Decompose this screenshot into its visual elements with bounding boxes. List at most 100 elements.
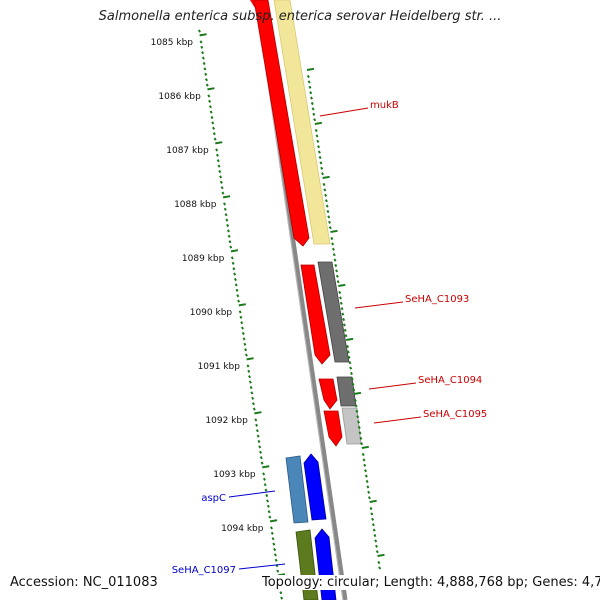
ruler-outer-tick xyxy=(332,253,336,257)
ruler-outer-tick xyxy=(312,112,316,116)
ruler-label: 1086 kbp xyxy=(158,92,201,102)
gene-label[interactable]: SeHA_C1097 xyxy=(172,565,236,576)
gene-label-leader xyxy=(319,107,369,117)
ruler-outer-tick xyxy=(330,229,338,233)
ruler-outer-tick xyxy=(348,361,352,365)
ruler-outer-tick xyxy=(339,296,342,300)
gene-features xyxy=(250,0,362,600)
ruler-tick xyxy=(205,83,209,87)
ruler-outer-tick xyxy=(365,479,369,484)
ruler-tick xyxy=(244,353,248,357)
gene-SeHA_C1094[interactable] xyxy=(318,378,338,410)
ruler-outer-tick xyxy=(353,398,357,403)
ruler-tick xyxy=(230,256,234,260)
ruler-tick xyxy=(267,510,271,514)
gene-label[interactable]: aspC xyxy=(201,493,226,504)
ruler-outer-tick xyxy=(317,145,321,149)
ruler-tick xyxy=(240,321,244,325)
ruler-tick xyxy=(207,87,215,91)
ruler-label: 1090 kbp xyxy=(190,308,233,318)
ruler-tick xyxy=(265,493,269,498)
ruler-label: 1091 kbp xyxy=(198,362,241,372)
ruler-outer-tick xyxy=(361,452,365,457)
gene-mukB-pair[interactable] xyxy=(273,0,331,245)
ruler-outer-tick xyxy=(341,312,345,316)
ruler-tick xyxy=(218,169,222,174)
ruler-outer-tick xyxy=(375,544,378,548)
ruler-tick xyxy=(224,213,228,217)
ruler-tick xyxy=(262,477,266,481)
ruler-tick xyxy=(211,121,215,125)
label-leaders xyxy=(228,107,422,570)
ruler-outer-tick xyxy=(366,485,370,489)
ruler-tick xyxy=(223,207,227,211)
ruler-tick xyxy=(249,385,253,390)
gene-mukB[interactable] xyxy=(253,0,310,247)
ruler-outer-tick xyxy=(367,490,371,494)
ruler-outer-tick xyxy=(369,499,377,503)
ruler-tick xyxy=(212,132,216,136)
ruler-tick xyxy=(228,240,232,244)
ruler-tick xyxy=(199,40,203,44)
gene-label[interactable]: SeHA_C1094 xyxy=(418,375,482,386)
ruler-tick xyxy=(247,369,251,373)
ruler-outer-tick xyxy=(340,307,344,311)
ruler-tick xyxy=(246,357,254,361)
ruler-label: 1085 kbp xyxy=(151,38,194,48)
ruler-outer-tick xyxy=(310,101,314,106)
gene-label-leader xyxy=(238,563,286,570)
gene-SeHA_C1093[interactable] xyxy=(300,264,331,365)
gene-label-leader xyxy=(228,490,276,498)
ruler-outer-tick xyxy=(355,409,359,413)
ruler-outer-tick xyxy=(308,85,312,89)
gene-aspC-pair[interactable] xyxy=(285,455,309,524)
ruler-outer-tick xyxy=(377,553,385,557)
ruler-outer-tick xyxy=(318,155,322,160)
ruler-outer-tick xyxy=(357,420,360,424)
ruler-tick xyxy=(269,526,273,530)
ruler-tick xyxy=(248,375,252,379)
ruler-tick xyxy=(201,56,205,60)
ruler-tick xyxy=(219,175,223,179)
gene-SeHA_C1095[interactable] xyxy=(323,410,343,447)
gene-label-group: mukB SeHA_C1093 SeHA_C1094 SeHA_C1095 aspC Se… xyxy=(172,100,488,576)
ruler-tick xyxy=(250,391,254,395)
ruler-outer-tick xyxy=(374,539,378,543)
ruler-tick xyxy=(264,488,268,492)
ruler-tick xyxy=(227,234,231,238)
ruler-outer-tick xyxy=(344,334,348,338)
ruler-outer-tick xyxy=(364,469,368,473)
ruler-tick xyxy=(220,186,224,190)
topology-label: Topology: circular; Length: 4,888,768 bp… xyxy=(261,575,600,590)
ruler-outer-tick xyxy=(349,371,353,376)
ruler-outer-tick xyxy=(307,80,311,84)
accession-label: Accession: NC_011083 xyxy=(9,575,159,590)
ruler-tick xyxy=(229,245,233,249)
gene-label[interactable]: mukB xyxy=(370,100,399,111)
ruler-outer-tick xyxy=(323,188,327,192)
ruler-tick xyxy=(266,499,270,503)
gene-label[interactable]: SeHA_C1095 xyxy=(423,409,487,420)
ruler-tick xyxy=(251,402,255,406)
ruler-outer-tick xyxy=(324,193,328,197)
ruler-tick xyxy=(266,504,270,508)
ruler-tick xyxy=(268,515,272,519)
gene-aspC[interactable] xyxy=(303,453,327,521)
gene-label-leader xyxy=(368,382,417,390)
ruler-outer-tick xyxy=(328,220,332,224)
ruler-tick xyxy=(254,411,262,415)
ruler-tick xyxy=(204,72,208,76)
gene-label-leader xyxy=(373,416,422,424)
gene-SeHA_C1095-pair[interactable] xyxy=(341,407,362,445)
ruler-tick xyxy=(258,445,262,449)
gene-SeHA_C1094-pair[interactable] xyxy=(336,376,357,407)
ruler-outer-tick xyxy=(371,523,375,527)
ruler-outer-tick xyxy=(317,150,321,154)
ruler-outer-tick xyxy=(322,182,326,187)
ruler-outer-tick xyxy=(327,215,331,219)
ruler-tick xyxy=(241,331,245,336)
ruler-outer-tick xyxy=(338,290,342,295)
ruler-outer-tick xyxy=(361,445,369,449)
gene-label[interactable]: SeHA_C1093 xyxy=(405,294,469,305)
